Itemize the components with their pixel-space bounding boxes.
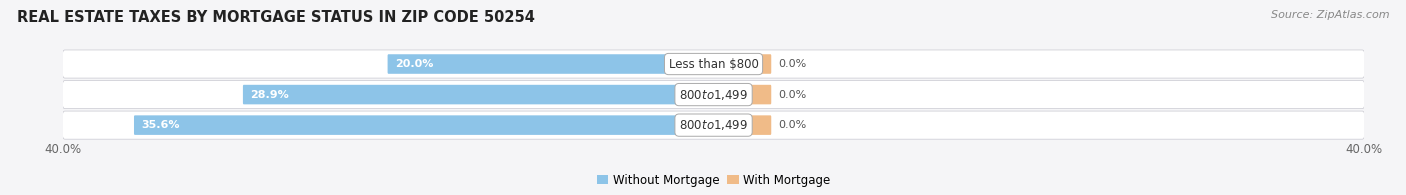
FancyBboxPatch shape	[134, 115, 714, 135]
FancyBboxPatch shape	[62, 81, 1365, 109]
Text: 20.0%: 20.0%	[395, 59, 433, 69]
Text: 0.0%: 0.0%	[779, 59, 807, 69]
FancyBboxPatch shape	[713, 85, 772, 104]
Legend: Without Mortgage, With Mortgage: Without Mortgage, With Mortgage	[592, 169, 835, 191]
FancyBboxPatch shape	[713, 54, 772, 74]
FancyBboxPatch shape	[62, 50, 1365, 78]
FancyBboxPatch shape	[388, 54, 714, 74]
Text: 35.6%: 35.6%	[141, 120, 180, 130]
Text: $800 to $1,499: $800 to $1,499	[679, 88, 748, 102]
FancyBboxPatch shape	[713, 115, 772, 135]
FancyBboxPatch shape	[243, 85, 714, 104]
Text: Source: ZipAtlas.com: Source: ZipAtlas.com	[1271, 10, 1389, 20]
FancyBboxPatch shape	[62, 111, 1365, 139]
Text: 0.0%: 0.0%	[779, 90, 807, 100]
Text: 28.9%: 28.9%	[250, 90, 290, 100]
Text: Less than $800: Less than $800	[669, 58, 758, 71]
Text: 0.0%: 0.0%	[779, 120, 807, 130]
Text: REAL ESTATE TAXES BY MORTGAGE STATUS IN ZIP CODE 50254: REAL ESTATE TAXES BY MORTGAGE STATUS IN …	[17, 10, 534, 25]
Text: $800 to $1,499: $800 to $1,499	[679, 118, 748, 132]
